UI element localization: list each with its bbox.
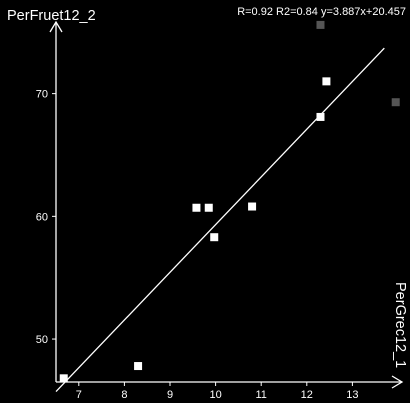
y-tick-label: 50 bbox=[36, 334, 48, 346]
data-point bbox=[316, 112, 325, 121]
y-tick-label: 70 bbox=[36, 89, 48, 101]
regression-layer bbox=[55, 47, 385, 392]
data-point bbox=[322, 77, 331, 86]
x-axis-arrow bbox=[391, 375, 404, 389]
regression-line bbox=[55, 47, 385, 392]
x-tick-label: 8 bbox=[121, 389, 127, 401]
regression-stats: R=0.92 R2=0.84 y=3.887x+20.457 bbox=[237, 6, 406, 18]
x-tick-label: 7 bbox=[76, 389, 82, 401]
x-axis-label: PerGrec12_1 bbox=[392, 282, 408, 368]
data-point bbox=[210, 233, 219, 242]
y-tick-label: 60 bbox=[36, 211, 48, 223]
data-point-dimmed bbox=[316, 20, 325, 29]
data-point bbox=[204, 203, 213, 212]
x-tick-label: 13 bbox=[346, 389, 358, 401]
x-tick-label: 12 bbox=[301, 389, 313, 401]
points-layer bbox=[59, 20, 400, 383]
y-axis-arrow bbox=[49, 20, 63, 33]
x-tick-label: 9 bbox=[167, 389, 173, 401]
data-point bbox=[59, 374, 68, 383]
x-tick-label: 11 bbox=[255, 389, 266, 401]
x-tick-label: 10 bbox=[209, 389, 221, 401]
y-axis-label: PerFruet12_2 bbox=[7, 8, 96, 24]
data-point bbox=[192, 203, 201, 212]
data-point bbox=[134, 362, 143, 371]
axes-layer bbox=[49, 20, 404, 389]
tick-layer: 7 8 9 10 11 12 13 50 60 70 bbox=[36, 89, 359, 401]
data-point bbox=[248, 202, 257, 211]
data-point-dimmed bbox=[391, 98, 400, 107]
